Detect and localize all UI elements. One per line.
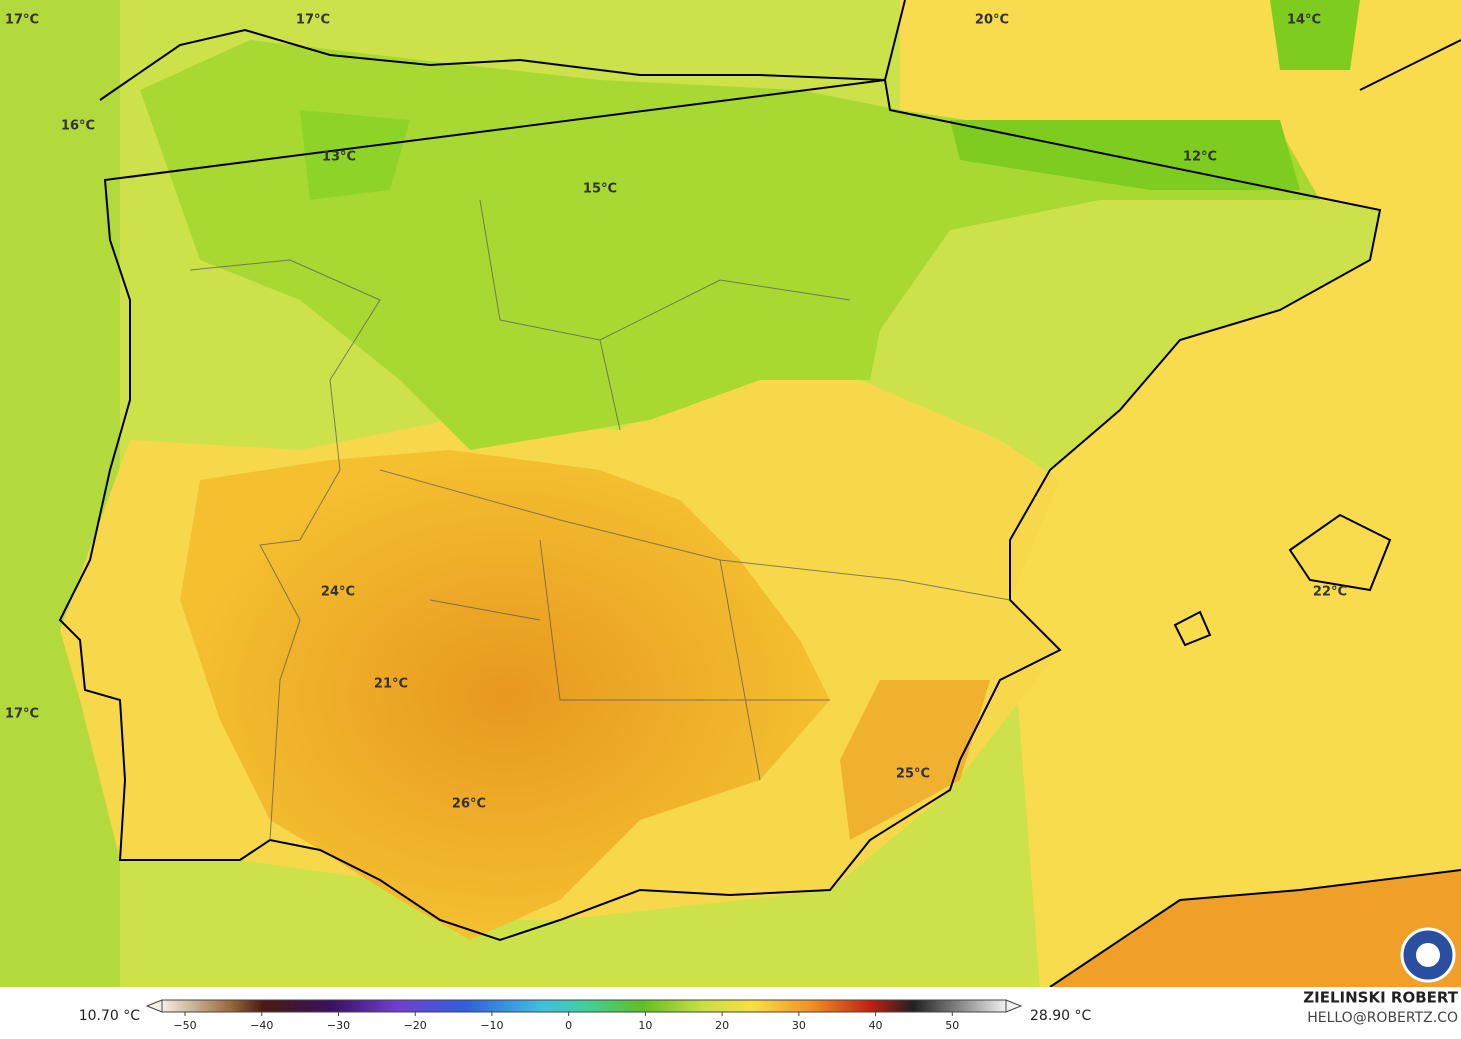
colorbar (161, 999, 1007, 1013)
temperature-field (0, 0, 1461, 987)
credit-name: ZIELINSKI ROBERT (1303, 989, 1458, 1007)
temperature-label: 20°C (975, 13, 1009, 28)
temperature-label: 15°C (583, 182, 617, 197)
borders (189, 199, 1011, 841)
colorbar-tick-label: −10 (480, 1019, 503, 1032)
temperature-label: 13°C (322, 150, 356, 165)
temperature-label: 26°C (452, 797, 486, 812)
temperature-label: 17°C (5, 13, 39, 28)
colorbar-tick-label: 10 (638, 1019, 652, 1032)
colorbar-tick-label: −40 (250, 1019, 273, 1032)
temperature-label: 22°C (1313, 585, 1347, 600)
colorbar-tick-label: 30 (792, 1019, 806, 1032)
noaa-logo (1400, 927, 1456, 983)
temperature-label: 12°C (1183, 150, 1217, 165)
colorbar-tick-label: −50 (173, 1019, 196, 1032)
colorbar-min-label: 10.70 °C (79, 1008, 141, 1024)
colorbar-tick-label: −20 (404, 1019, 427, 1032)
temperature-label: 16°C (61, 119, 95, 134)
temperature-label: 17°C (5, 707, 39, 722)
temperature-label: 25°C (896, 767, 930, 782)
temperature-label: 14°C (1287, 13, 1321, 28)
coastline (58, 0, 1461, 988)
credit-contact: HELLO@ROBERTZ.CO (1307, 1010, 1458, 1026)
colorbar-tick-label: −30 (327, 1019, 350, 1032)
colorbar-max-label: 28.90 °C (1030, 1008, 1092, 1024)
temperature-label: 21°C (374, 677, 408, 692)
colorbar-max-arrow (1005, 999, 1023, 1013)
temperature-label: 24°C (321, 585, 355, 600)
colorbar-tick-label: 0 (565, 1019, 572, 1032)
colorbar-tick-label: 40 (869, 1019, 883, 1032)
colorbar-ticks: −50 −40 −30 −20 −10 0 10 20 30 40 50 (173, 1012, 959, 1032)
colorbar-tick-label: 50 (945, 1019, 959, 1032)
colorbar-tick-label: 20 (715, 1019, 729, 1032)
temperature-labels: 17°C 17°C 20°C 14°C 16°C 13°C 15°C 12°C 24°C 21°C… (5, 13, 1347, 812)
temperature-label: 17°C (296, 13, 330, 28)
